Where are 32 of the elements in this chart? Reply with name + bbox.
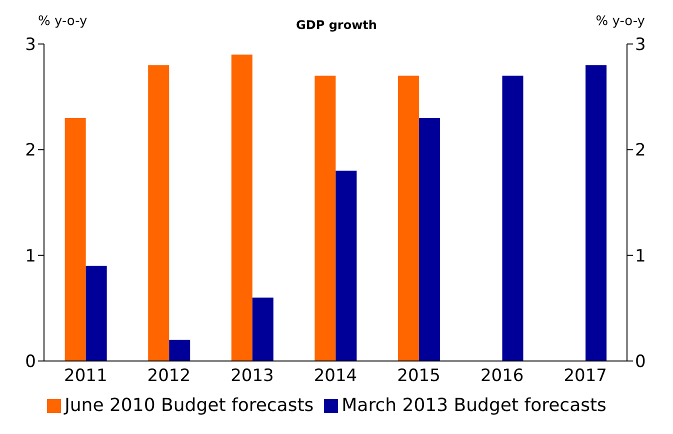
x-tick-label: 2015 (397, 366, 440, 386)
bar (314, 76, 336, 361)
y-tick-label: 1 (25, 246, 36, 266)
bar (502, 76, 524, 361)
y2-tick-label: 2 (635, 140, 646, 161)
x-tick-label: 2011 (64, 366, 108, 386)
y-tick-label: 0 (25, 352, 36, 372)
bar (418, 118, 440, 361)
bar (336, 170, 357, 361)
bar (398, 76, 419, 361)
bar (252, 298, 274, 361)
bar (231, 54, 252, 361)
y2-tick-label: 0 (635, 352, 646, 372)
x-tick-label: 2016 (480, 366, 524, 386)
y-tick-label: 2 (25, 140, 36, 161)
x-tick-label: 2012 (147, 366, 191, 386)
bar (64, 118, 86, 361)
x-tick-label: 2013 (230, 366, 274, 386)
y2-tick-label: 1 (635, 246, 646, 266)
legend-label: March 2013 Budget forecasts (342, 395, 606, 416)
y-tick-label: 3 (25, 35, 36, 56)
chart-title: GDP growth (296, 18, 377, 32)
y2-tick-label: 3 (635, 35, 646, 56)
x-tick-label: 2014 (314, 366, 358, 386)
x-tick-label: 2017 (564, 366, 607, 386)
bar (86, 266, 107, 361)
bar (169, 340, 190, 361)
y-axis-title: % y-o-y (38, 14, 88, 29)
legend-label: June 2010 Budget forecasts (64, 395, 314, 416)
bar (148, 65, 170, 361)
bar (586, 65, 607, 361)
y2-axis-title: % y-o-y (596, 14, 645, 29)
